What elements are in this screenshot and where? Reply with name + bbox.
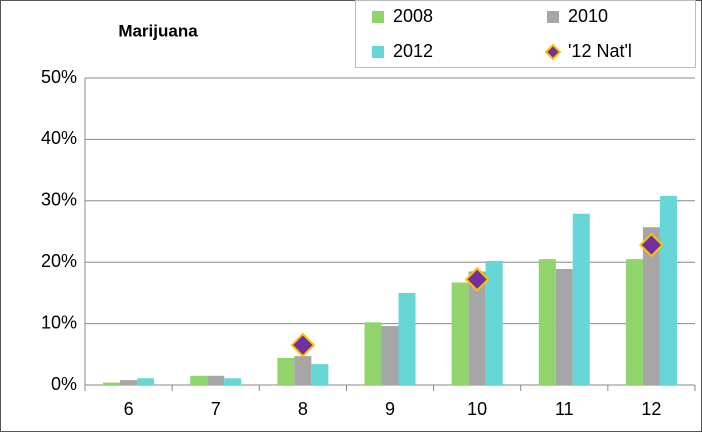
legend-swatch: [372, 11, 384, 23]
legend-box: [355, 0, 696, 68]
bar: [398, 292, 416, 385]
y-tick-label: 20%: [41, 251, 77, 271]
legend-swatch: [372, 46, 384, 58]
x-tick-label: 7: [211, 399, 221, 419]
chart-title: Marijuana: [118, 21, 198, 40]
bar: [555, 268, 573, 385]
bar: [451, 282, 469, 385]
marker: [290, 332, 316, 358]
bar: [120, 380, 138, 385]
bar: [190, 375, 208, 385]
bar: [485, 260, 503, 385]
bar: [103, 382, 121, 385]
bar: [642, 227, 660, 385]
x-tick-label: 9: [385, 399, 395, 419]
x-tick-label: 11: [555, 399, 574, 419]
x-tick-label: 10: [467, 399, 487, 419]
bar: [572, 213, 590, 385]
bar: [311, 364, 329, 385]
x-tick-label: 8: [298, 399, 308, 419]
bar: [538, 259, 556, 385]
legend-marker: [544, 43, 562, 61]
x-tick-label: 12: [641, 399, 661, 419]
bar: [224, 378, 242, 385]
legend-label: '12 Nat'l: [568, 41, 632, 61]
legend-label: 2010: [568, 6, 608, 26]
bar: [207, 375, 225, 385]
bar: [468, 271, 486, 385]
bar: [381, 326, 399, 385]
marker: [639, 232, 664, 258]
legend-label: 2008: [393, 6, 433, 26]
y-tick-label: 30%: [41, 190, 77, 210]
bar: [659, 195, 677, 385]
marker: [464, 266, 490, 292]
y-tick-label: 10%: [41, 312, 77, 332]
legend-swatch: [547, 11, 559, 23]
bar: [277, 357, 295, 385]
bar: [137, 378, 155, 385]
y-tick-label: 0%: [51, 374, 77, 394]
bar: [364, 322, 382, 385]
bar: [294, 356, 312, 385]
y-tick-label: 40%: [41, 128, 77, 148]
y-tick-label: 50%: [41, 67, 77, 87]
bar: [625, 259, 643, 385]
x-tick-label: 6: [124, 399, 134, 419]
legend-label: 2012: [393, 41, 433, 61]
